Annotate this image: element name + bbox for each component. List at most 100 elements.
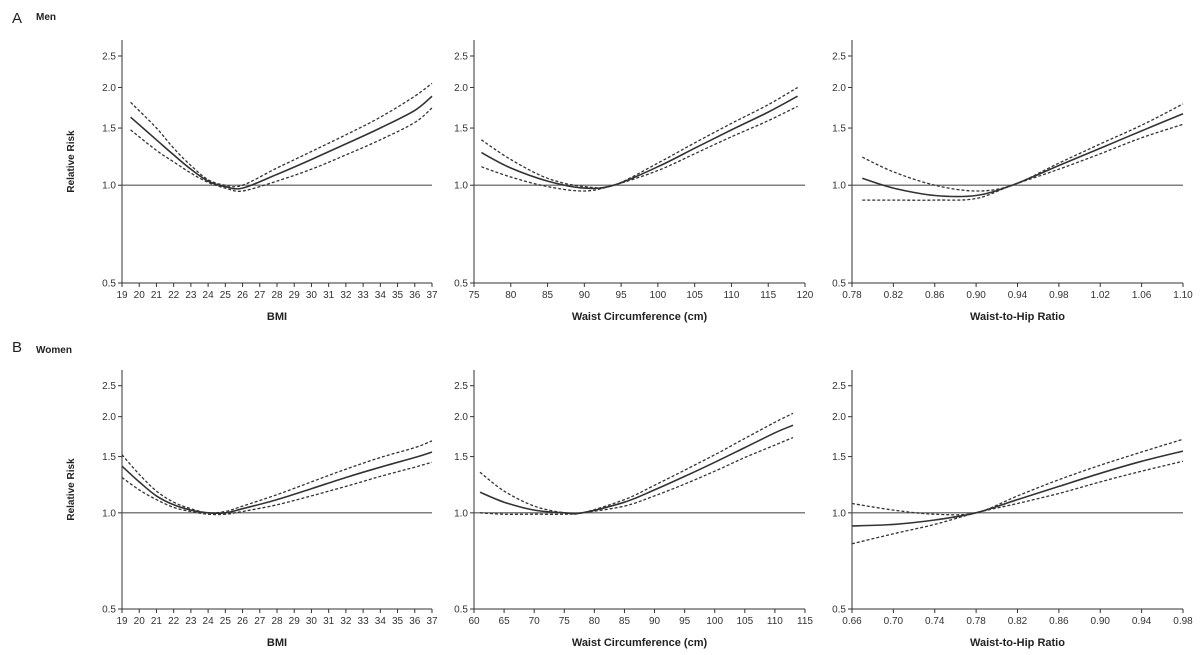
x-tick-label: 28 <box>271 290 283 301</box>
x-tick-label: 0.70 <box>884 616 904 627</box>
x-tick-label: 20 <box>134 616 146 627</box>
x-tick-label: 34 <box>375 616 387 627</box>
y-tick-label: 2.5 <box>832 51 846 62</box>
x-tick-label: 33 <box>358 616 370 627</box>
y-tick-label: 1.0 <box>454 181 468 192</box>
x-tick-label: 115 <box>797 616 813 627</box>
chart-4: 0.5 1.0 1.5 2.0 2.5 19 20 21 22 23 24 25 26 27 28 29 30 3… <box>66 370 438 649</box>
estimate-line <box>862 112 1184 198</box>
x-tick-label: 29 <box>289 290 301 301</box>
x-tick-label: 0.74 <box>925 616 945 627</box>
x-axis-label: Waist-to-Hip Ratio <box>970 637 1065 649</box>
y-tick-label: 1.5 <box>832 124 846 135</box>
x-tick-label: 25 <box>220 290 232 301</box>
y-tick-label: 2.0 <box>454 412 468 423</box>
x-tick-label: 0.90 <box>1091 616 1111 627</box>
x-tick-label: 22 <box>168 290 180 301</box>
x-tick-label: 21 <box>151 616 163 627</box>
y-tick-label: 2.5 <box>454 381 468 392</box>
confidence-bound-line <box>121 440 433 514</box>
x-tick-label: 70 <box>529 616 541 627</box>
x-tick-label: 1.10 <box>1173 290 1193 301</box>
chart-6: 0.5 1.0 1.5 2.0 2.5 0.66 0.70 0.74 0.78 0.82 0.86 0… <box>832 370 1193 649</box>
confidence-bound-line <box>479 412 794 515</box>
confidence-bound-line <box>862 103 1184 192</box>
y-tick-label: 1.0 <box>102 181 116 192</box>
x-tick-label: 1.02 <box>1091 290 1111 301</box>
x-axis-label: BMI <box>267 637 287 649</box>
estimate-line <box>481 95 798 190</box>
x-tick-label: 19 <box>116 290 128 301</box>
y-tick-label: 0.5 <box>832 605 846 616</box>
x-tick-label: 0.98 <box>1049 290 1069 301</box>
x-tick-label: 0.94 <box>1132 616 1152 627</box>
x-tick-label: 23 <box>185 290 197 301</box>
x-tick-label: 85 <box>542 290 554 301</box>
x-tick-label: 90 <box>649 616 661 627</box>
confidence-bound-line <box>130 82 433 188</box>
x-tick-label: 25 <box>220 616 232 627</box>
x-tick-label: 0.90 <box>966 290 986 301</box>
y-tick-label: 1.5 <box>832 452 846 463</box>
y-tick-label: 1.0 <box>832 181 846 192</box>
confidence-bound-line <box>481 105 798 192</box>
x-tick-label: 80 <box>505 290 517 301</box>
y-axis-label: Relative Risk <box>66 130 77 193</box>
estimate-line <box>851 450 1184 527</box>
x-tick-label: 22 <box>168 616 180 627</box>
estimate-line <box>479 424 794 515</box>
x-axis-label: Waist Circumference (cm) <box>572 637 708 649</box>
x-tick-label: 0.78 <box>842 290 862 301</box>
x-axis-label: Waist-to-Hip Ratio <box>970 311 1065 323</box>
x-tick-label: 95 <box>616 290 628 301</box>
x-tick-label: 29 <box>289 616 301 627</box>
x-tick-label: 30 <box>306 290 318 301</box>
x-tick-label: 75 <box>468 290 480 301</box>
x-tick-label: 85 <box>619 616 631 627</box>
x-tick-label: 23 <box>185 616 197 627</box>
x-tick-label: 0.86 <box>1049 616 1069 627</box>
y-tick-label: 2.0 <box>102 83 116 94</box>
y-tick-label: 0.5 <box>102 605 116 616</box>
x-tick-label: 100 <box>706 616 723 627</box>
x-tick-label: 65 <box>499 616 511 627</box>
x-tick-label: 110 <box>767 616 783 627</box>
y-tick-label: 2.0 <box>832 412 846 423</box>
x-tick-label: 0.82 <box>1008 616 1028 627</box>
x-tick-label: 32 <box>340 290 352 301</box>
confidence-bound-line <box>481 86 798 189</box>
x-tick-label: 20 <box>134 290 146 301</box>
x-tick-label: 0.78 <box>966 616 986 627</box>
y-tick-label: 0.5 <box>832 279 846 290</box>
x-tick-label: 0.86 <box>925 290 945 301</box>
x-tick-label: 34 <box>375 290 387 301</box>
chart-3: 0.5 1.0 1.5 2.0 2.5 0.78 0.82 0.86 0.90 0.94 0.98 1… <box>832 40 1193 323</box>
x-tick-label: 26 <box>237 290 249 301</box>
x-axis-label: Waist Circumference (cm) <box>572 311 708 323</box>
x-tick-label: 80 <box>589 616 601 627</box>
y-tick-label: 2.0 <box>454 83 468 94</box>
x-tick-label: 24 <box>203 290 215 301</box>
y-tick-label: 0.5 <box>454 279 468 290</box>
y-tick-label: 0.5 <box>454 605 468 616</box>
y-tick-label: 2.0 <box>102 412 116 423</box>
x-tick-label: 75 <box>559 616 571 627</box>
x-tick-label: 120 <box>797 290 814 301</box>
x-tick-label: 30 <box>306 616 318 627</box>
y-tick-label: 1.0 <box>454 508 468 519</box>
x-tick-label: 19 <box>116 616 128 627</box>
confidence-bound-line <box>479 436 794 515</box>
x-tick-label: 26 <box>237 616 249 627</box>
y-tick-label: 0.5 <box>102 279 116 290</box>
y-axis-label: Relative Risk <box>66 458 77 521</box>
chart-1: 0.5 1.0 1.5 2.0 2.5 19 20 21 22 23 24 25 26 27 28 29 30 3… <box>66 40 438 323</box>
x-tick-label: 36 <box>409 616 421 627</box>
chart-5: 0.5 1.0 1.5 2.0 2.5 60 65 70 75 80 85 90 95 100 105 110… <box>454 370 813 649</box>
estimate-line <box>121 451 433 515</box>
x-tick-label: 37 <box>426 616 438 627</box>
y-tick-label: 2.0 <box>832 83 846 94</box>
x-tick-label: 0.98 <box>1173 616 1193 627</box>
y-tick-label: 1.5 <box>454 452 468 463</box>
x-tick-label: 95 <box>679 616 691 627</box>
x-tick-label: 21 <box>151 290 163 301</box>
